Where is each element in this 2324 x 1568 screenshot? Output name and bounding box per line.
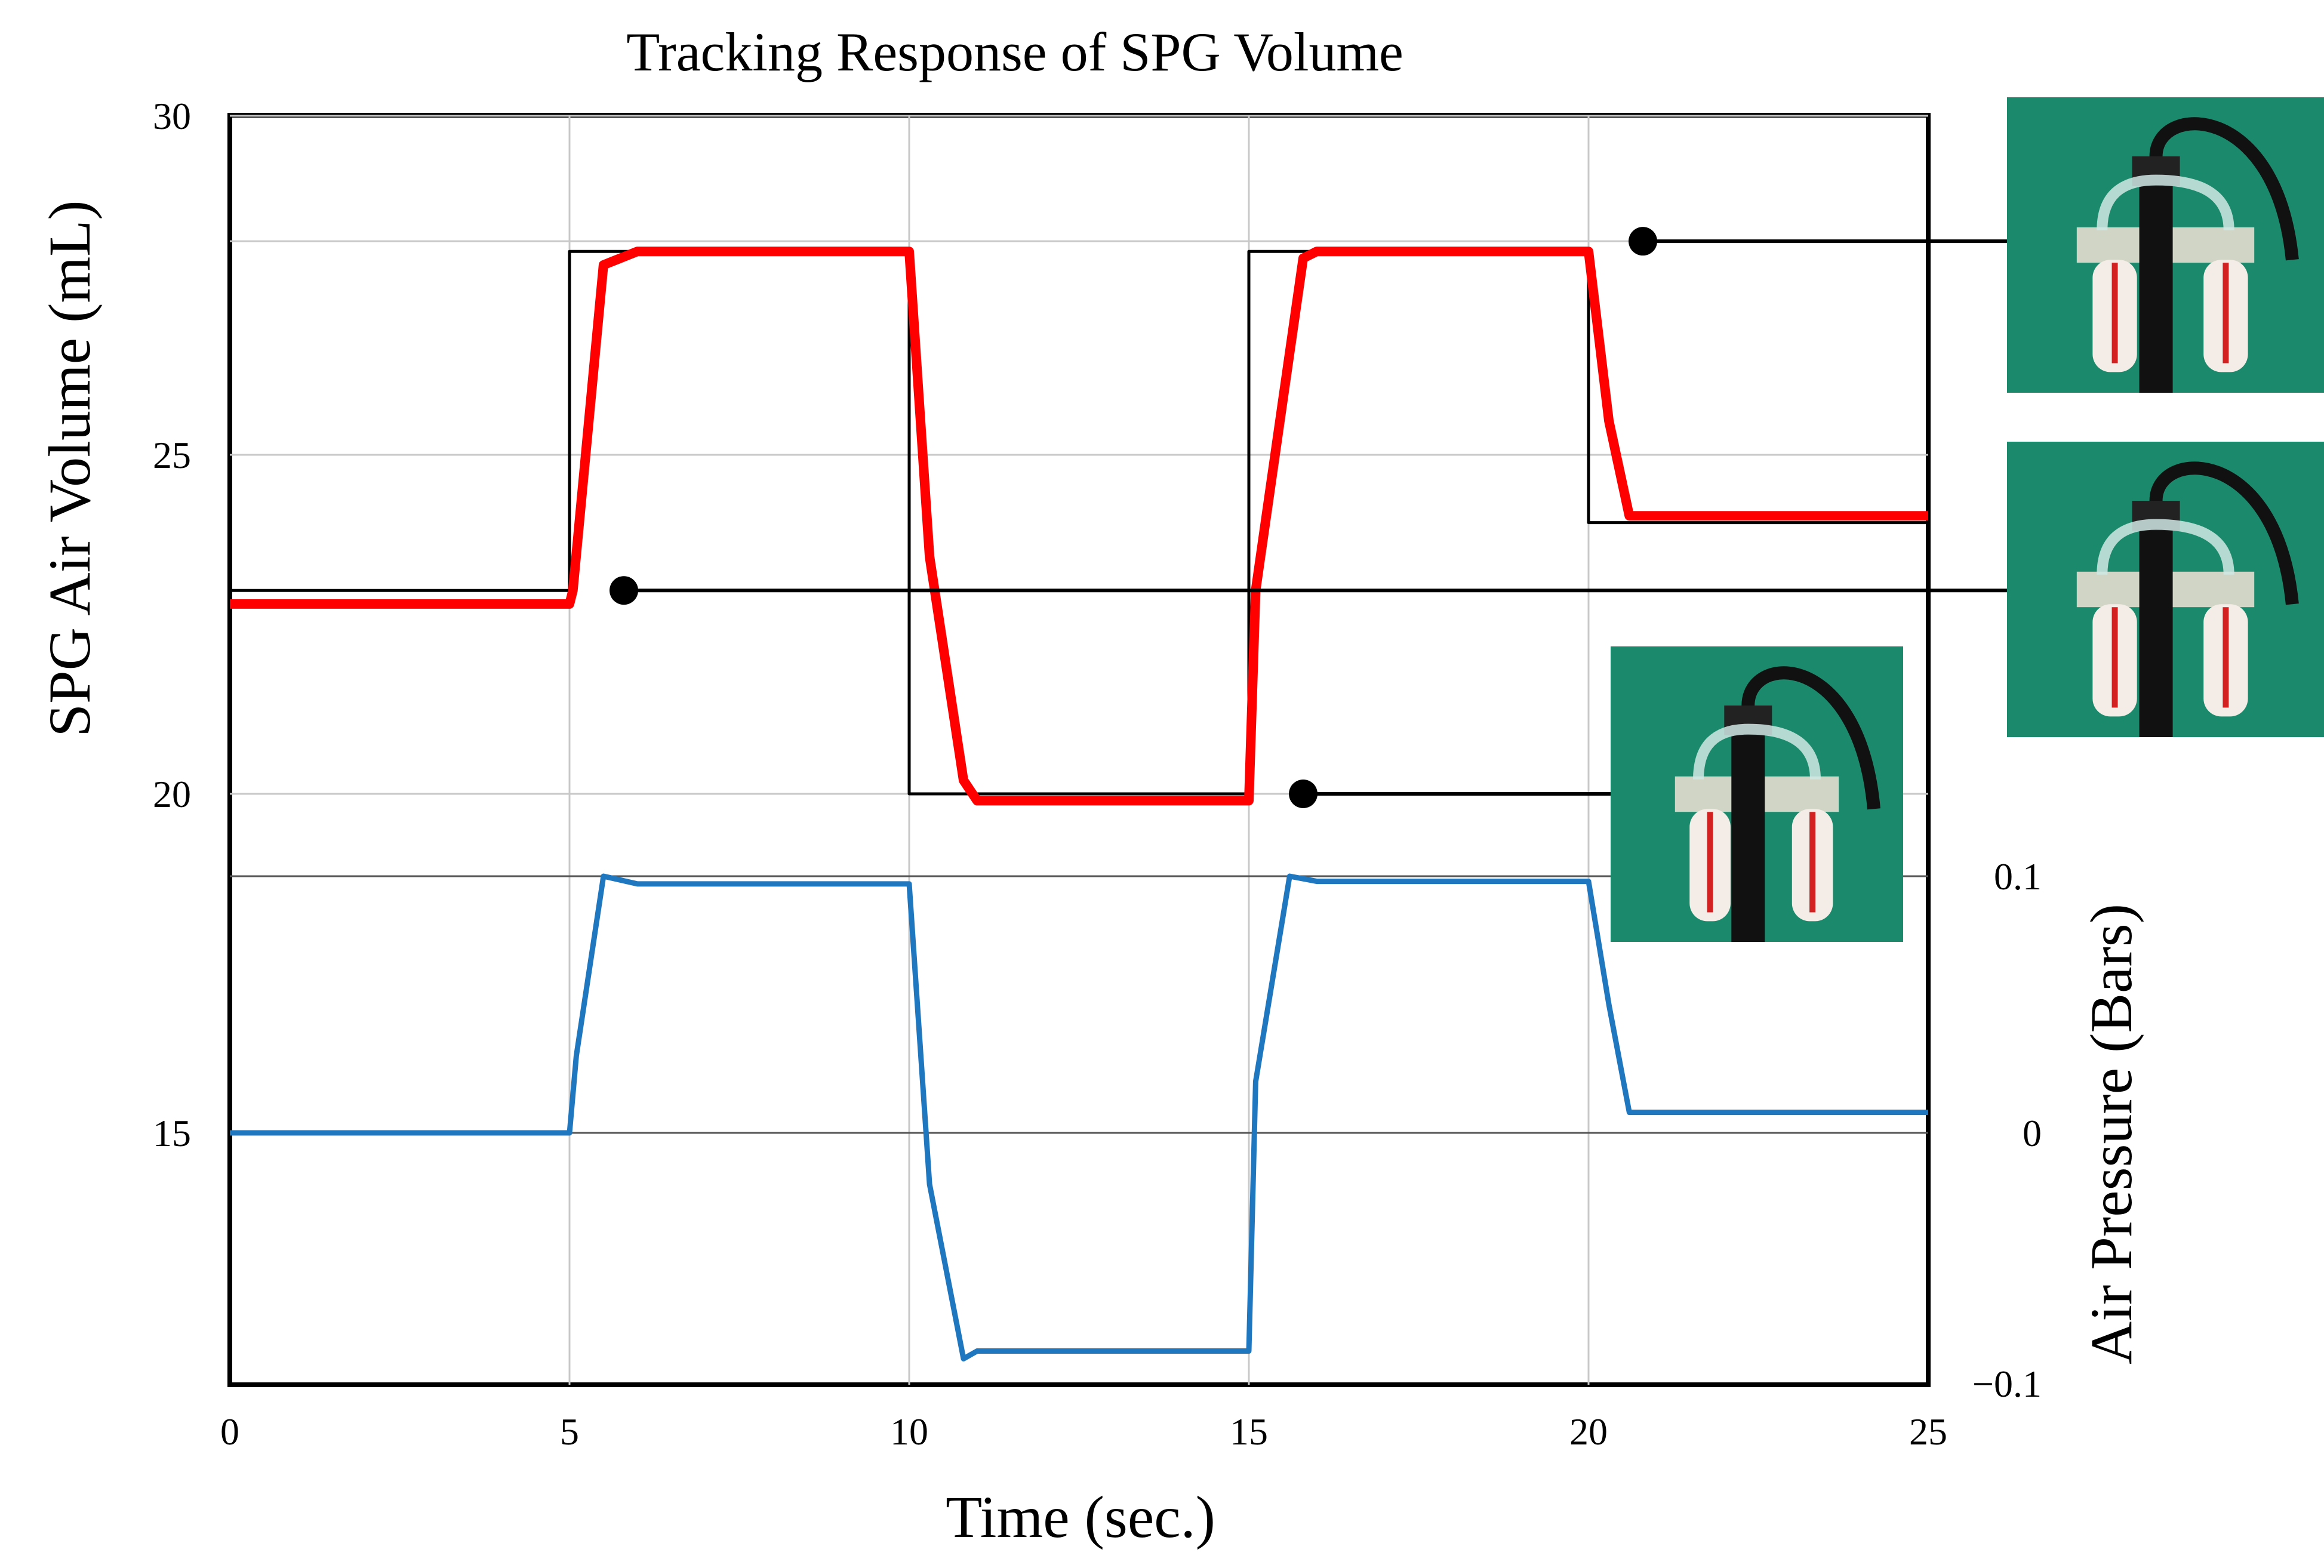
photo-leaders [610, 227, 2007, 808]
x-tick-label: 15 [1230, 1410, 1268, 1453]
y-tick-label: 15 [153, 1112, 191, 1154]
chart-title: Tracking Response of SPG Volume [626, 21, 1403, 82]
photo-inset [1611, 646, 1903, 942]
y-tick-labels: 15 20 25 30 [153, 95, 191, 1154]
y2-tick-label: 0 [2023, 1112, 2042, 1154]
mount-bar [2139, 524, 2173, 737]
x-tick-label: 0 [220, 1410, 239, 1453]
cable [2149, 461, 2299, 605]
x-tick-label: 5 [560, 1410, 579, 1453]
y-tick-label: 30 [153, 95, 191, 137]
y2-axis-label: Air Pressure (Bars) [2078, 904, 2144, 1364]
air-tube [2097, 519, 2234, 575]
y2-tick-label: −0.1 [1972, 1363, 2042, 1405]
x-axis-label: Time (sec.) [946, 1484, 1215, 1550]
x-tick-label: 10 [890, 1410, 928, 1453]
leader-dot [1289, 780, 1318, 808]
photo-inset [2007, 97, 2324, 393]
cable [2149, 117, 2299, 261]
y2-tick-labels: 0.1 0 −0.1 [1972, 855, 2042, 1405]
y-tick-label: 25 [153, 434, 191, 476]
series-line [230, 249, 1928, 796]
photo-insets [1611, 97, 2324, 942]
y-axis-label: SPG Air Volume (mL) [36, 200, 103, 737]
mount-bar [2139, 180, 2173, 393]
mount-bar [1731, 729, 1765, 942]
y2-tick-label: 0.1 [1994, 855, 2042, 898]
air-tube [2097, 174, 2234, 231]
photo-inset [2007, 442, 2324, 737]
x-tick-labels: 0 5 10 15 20 25 [220, 1410, 1947, 1453]
y-tick-label: 20 [153, 773, 191, 815]
leader-dot [610, 576, 639, 605]
leader-dot [1629, 227, 1658, 256]
series-lines [230, 247, 1928, 1361]
series-line [230, 873, 1928, 1361]
air-tube [1693, 723, 1821, 780]
x-tick-label: 20 [1569, 1410, 1608, 1453]
x-tick-label: 25 [1909, 1410, 1947, 1453]
cable [1741, 666, 1880, 810]
series-line [230, 247, 1928, 806]
